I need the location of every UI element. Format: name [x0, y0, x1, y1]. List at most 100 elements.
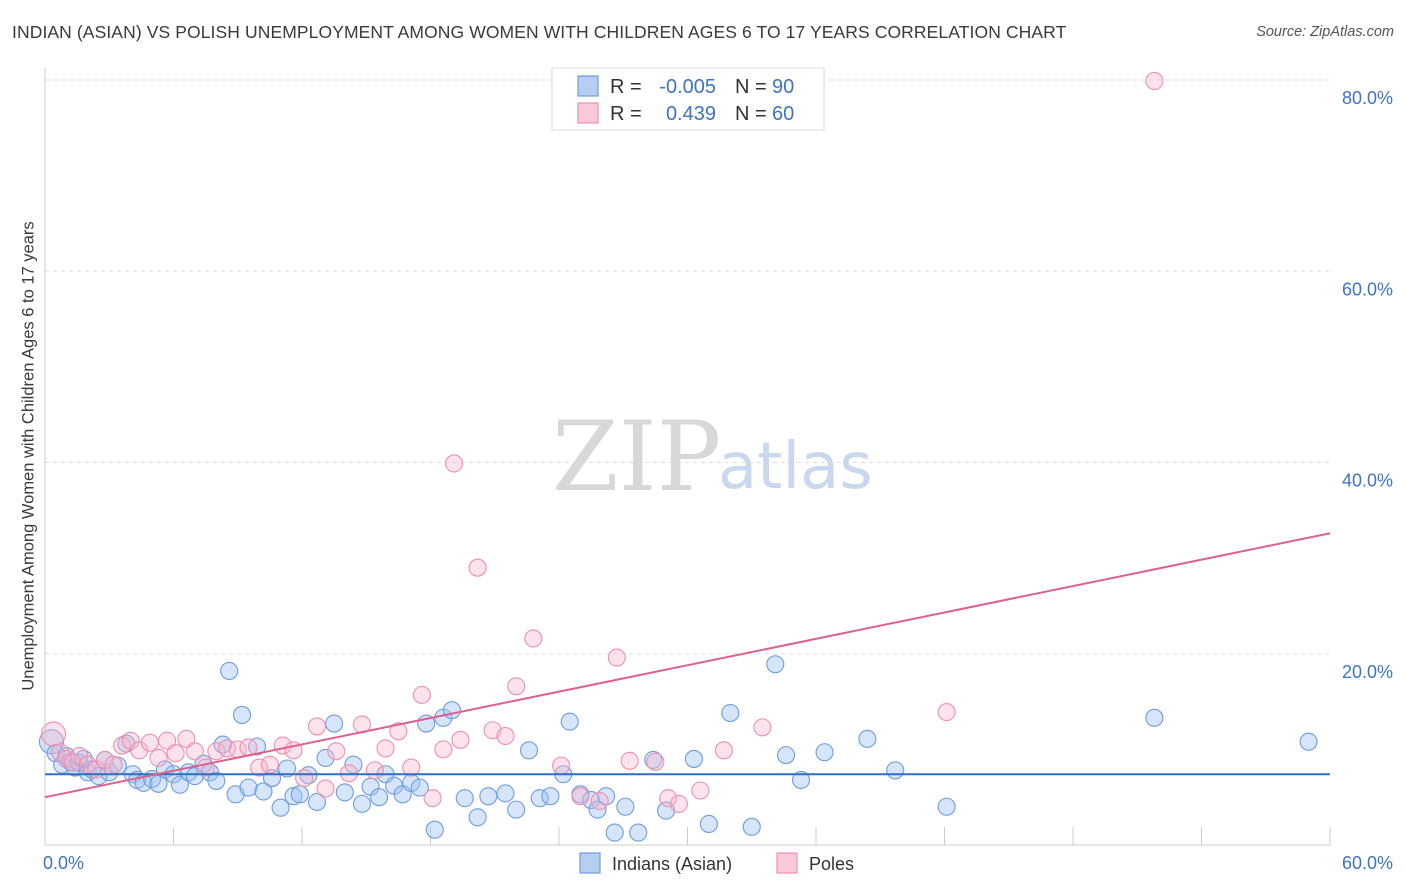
legend: R = -0.005 N = 90 R = 0.439 N = 60 [551, 67, 825, 131]
point-poles [104, 755, 123, 774]
point-poles [646, 752, 665, 771]
point-indians [442, 701, 461, 720]
point-poles [130, 741, 149, 760]
legend-n-value-indians: 90 [772, 76, 794, 98]
point-indians [479, 787, 498, 806]
point-indians [352, 794, 372, 813]
point-poles [468, 558, 487, 577]
point-poles [691, 781, 710, 800]
axes [44, 68, 1331, 846]
trend-lines [44, 532, 1331, 799]
point-indians [316, 748, 335, 768]
point-poles [507, 677, 526, 696]
point-indians [271, 798, 290, 817]
point-poles [937, 703, 956, 722]
point-indians [220, 661, 239, 681]
point-poles [327, 742, 346, 761]
legend-r-label-poles: R = [610, 103, 642, 125]
point-poles [590, 791, 609, 811]
point-poles [659, 789, 678, 808]
bottom-legend-label-indians: Indians (Asian) [612, 854, 732, 874]
legend-n-label-poles: N = [735, 103, 767, 125]
trend-line-poles [44, 532, 1331, 799]
watermark-zip: ZIP [552, 401, 721, 513]
point-poles [402, 758, 421, 777]
chart-title: INDIAN (ASIAN) VS POLISH UNEMPLOYMENT AM… [12, 22, 1067, 42]
legend-n-label-indians: N = [735, 76, 767, 98]
x-tick-label: 60.0% [1342, 853, 1393, 873]
point-indians [560, 712, 579, 731]
point-indians [776, 746, 796, 765]
point-indians [344, 755, 363, 774]
point-indians [858, 729, 877, 748]
tick-labels: 20.0% 40.0% 60.0% 80.0% 0.0% 60.0% [43, 88, 1393, 873]
point-indians [937, 797, 956, 816]
point-indians [815, 743, 834, 762]
point-poles [571, 787, 590, 806]
point-indians [629, 823, 648, 842]
point-indians [605, 823, 624, 842]
legend-r-label-indians: R = [610, 76, 642, 98]
point-indians [325, 714, 344, 733]
point-poles [166, 744, 185, 763]
point-indians [791, 770, 811, 790]
point-poles [669, 794, 688, 813]
point-indians [742, 817, 761, 836]
point-poles [295, 769, 314, 788]
point-poles [260, 755, 279, 774]
point-indians [1299, 732, 1318, 751]
y-tick-label: 60.0% [1342, 279, 1393, 299]
bottom-legend-label-poles: Poles [809, 854, 854, 874]
point-indians [425, 820, 444, 839]
point-indians [721, 703, 740, 723]
point-poles [78, 755, 97, 774]
point-poles [620, 751, 639, 770]
point-poles [552, 756, 571, 775]
point-poles [434, 740, 453, 759]
point-poles [412, 685, 431, 704]
series-poles-points [41, 71, 1164, 813]
point-indians [277, 759, 297, 778]
watermark-atlas: atlas [718, 430, 873, 504]
point-poles [753, 718, 772, 737]
point-indians [290, 785, 309, 804]
point-poles [250, 758, 269, 777]
point-indians [89, 767, 108, 786]
point-indians [335, 783, 354, 802]
point-poles [316, 779, 335, 798]
point-indians [239, 778, 258, 797]
point-poles [95, 750, 115, 769]
y-tick-label: 20.0% [1342, 662, 1393, 682]
point-poles [149, 748, 168, 768]
point-indians [541, 787, 560, 806]
point-poles [207, 742, 226, 761]
point-indians [170, 775, 189, 794]
point-indians [886, 761, 905, 780]
x-tick-label: 0.0% [43, 853, 84, 873]
legend-swatch-poles [577, 102, 599, 124]
point-indians [766, 655, 785, 674]
point-indians [410, 778, 429, 797]
point-poles [140, 733, 159, 752]
point-poles [177, 729, 196, 748]
point-indians [1145, 708, 1164, 727]
point-poles [524, 629, 543, 648]
point-poles [1145, 71, 1164, 91]
point-poles [307, 717, 327, 736]
point-indians [307, 792, 327, 812]
point-poles [185, 742, 204, 761]
point-poles [389, 722, 408, 741]
point-poles [63, 753, 82, 772]
bottom-legend-swatch-poles [776, 852, 798, 874]
point-indians [455, 789, 474, 808]
point-indians [468, 808, 487, 827]
point-indians [507, 800, 526, 819]
bottom-legend-swatch-indians [579, 852, 601, 874]
point-poles [607, 648, 626, 667]
point-indians [232, 705, 252, 725]
point-poles [41, 721, 67, 747]
point-indians [370, 788, 389, 807]
point-indians [254, 782, 273, 801]
legend-n-value-poles: 60 [772, 103, 794, 125]
